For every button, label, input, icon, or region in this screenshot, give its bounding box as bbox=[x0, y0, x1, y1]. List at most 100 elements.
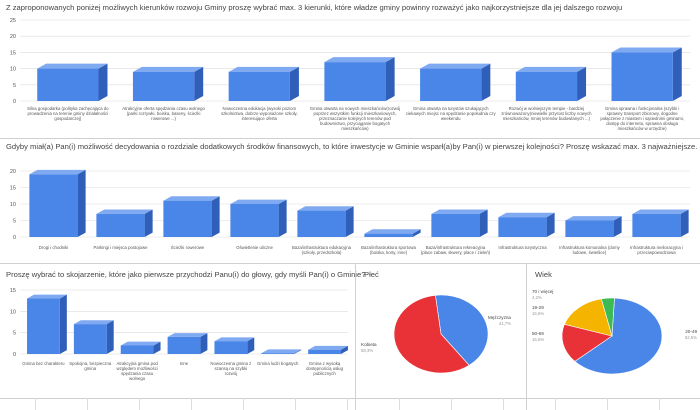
bar-front bbox=[431, 213, 480, 237]
slice-label: 19-29 bbox=[532, 305, 544, 310]
bar-side bbox=[153, 341, 161, 354]
bar-top bbox=[565, 216, 622, 221]
category-label-line: Atrakcyjne oferta spędzania czasu wolneg… bbox=[122, 106, 205, 111]
category-label-line: spędzania czasu bbox=[121, 371, 154, 376]
category-label-line: (szkoły, przedszkola) bbox=[302, 250, 342, 255]
slice-label: Mężczyzna bbox=[488, 315, 511, 320]
bar bbox=[230, 199, 287, 237]
category-label-line: mieszkańców) bbox=[341, 126, 369, 131]
category-label: Nowoczesna edukacja (wysoki poziom szkoln… bbox=[221, 106, 298, 121]
bar bbox=[324, 57, 395, 101]
pie-slice bbox=[564, 298, 613, 337]
category-label: Rozwój w wolniejszym tempie - bardziej zr… bbox=[501, 106, 592, 121]
bar-front bbox=[308, 349, 341, 354]
category-label-line: Baza/infrastruktura edukacyjna bbox=[292, 245, 352, 250]
category-label-line: szansą na szybki bbox=[214, 366, 247, 371]
bar-top bbox=[261, 349, 302, 354]
bar-front bbox=[228, 71, 290, 101]
y-tick-label: 5 bbox=[13, 219, 16, 225]
category-label-line: Ścieżki rowerowe bbox=[171, 245, 205, 250]
bar bbox=[73, 320, 114, 354]
category-label: Parkingi i miejsca postojowe bbox=[94, 245, 149, 250]
category-label-line: wolnego bbox=[129, 376, 146, 381]
bar-front bbox=[132, 71, 195, 101]
y-tick-label: 15 bbox=[10, 186, 16, 192]
category-label-line: Silna gospodarka (polityka zachęcająca d… bbox=[27, 106, 109, 111]
category-label-line: Nowoczesna edukacja (wysoki poziom bbox=[223, 106, 297, 111]
chart-panel-age: Wiek 20-49 62,5% 50-69 16,6% 19-29 16,6% 70 i … bbox=[527, 264, 700, 398]
category-label-line: Rozwój w wolniejszym tempie - bardziej bbox=[509, 106, 585, 111]
bar-side bbox=[613, 216, 622, 237]
bar-front bbox=[420, 68, 482, 101]
bar-top bbox=[364, 229, 421, 234]
category-label-line: Nowoczesna gmina z bbox=[210, 361, 251, 366]
bar-top bbox=[308, 345, 348, 350]
bar-front bbox=[565, 220, 614, 237]
category-label-line: przeznaczanie kolejnych terenów pod bbox=[319, 116, 391, 121]
divider bbox=[355, 264, 356, 410]
grid-column-line bbox=[347, 398, 348, 410]
chart-panel-investments: Gdyby miał(a) Pan(i) możliwość decydowan… bbox=[0, 139, 700, 263]
chart-title: Z zaproponowanych poniżej możliwych kier… bbox=[6, 3, 623, 12]
chart-panel-associations: Proszę wybrać to skojarzenie, które jako… bbox=[0, 264, 365, 398]
bar bbox=[163, 196, 220, 237]
category-label: Gmina otwarta na nowych mieszkańców(rozw… bbox=[310, 106, 401, 131]
bar-front bbox=[261, 353, 295, 354]
category-label-line: przeciwpowodziowa bbox=[637, 250, 676, 255]
category-label: Gmina otwarta na turystów szukających cie… bbox=[406, 106, 497, 121]
grid-column-line bbox=[295, 398, 296, 410]
bar-chart-investments: 0 5 10 15 20 Drogi i chodniki Parkingi i miejs… bbox=[10, 169, 690, 255]
slice-percent: 16,6% bbox=[532, 311, 544, 316]
category-label-line: interesujące oferta bbox=[242, 116, 278, 121]
category-label-line: szkolnictwa, dobrze wyposażone szkoły, bbox=[221, 111, 298, 116]
bar-top bbox=[498, 212, 555, 218]
bar-front bbox=[167, 336, 201, 354]
bar-top bbox=[73, 320, 114, 325]
bar-top bbox=[515, 66, 587, 72]
y-tick-label: 0 bbox=[13, 235, 16, 241]
category-label-line: mieszkańców w urzędzie) bbox=[618, 126, 668, 131]
bar-top bbox=[230, 199, 287, 204]
category-label-line: ludowe, świetlice) bbox=[573, 250, 607, 255]
grid-column-line bbox=[191, 398, 192, 410]
category-label-line: poprzez wszystkim funkcji mieszkaniowych… bbox=[313, 111, 396, 116]
bar-chart-directions: 0 5 10 15 20 25 Silna gospodarka (polityka zac… bbox=[10, 18, 690, 131]
chart-title: Płeć bbox=[364, 270, 379, 279]
bar-side bbox=[98, 63, 108, 101]
bar-side bbox=[546, 212, 555, 237]
bar-side bbox=[345, 206, 354, 237]
category-label-line: względem możliwości bbox=[116, 366, 157, 371]
bar-side bbox=[77, 169, 86, 237]
y-tick-label: 15 bbox=[10, 50, 16, 56]
category-label-line: Gmina ludzi bogatych bbox=[257, 361, 299, 366]
bar-side bbox=[479, 209, 488, 237]
bar-top bbox=[167, 333, 208, 337]
category-label-line: weekendu bbox=[441, 116, 461, 121]
bar-side bbox=[340, 345, 348, 354]
category-label-line: sprawny transport zbiorowy, dogodne bbox=[607, 111, 679, 116]
bar bbox=[167, 333, 208, 354]
pie-slice bbox=[393, 294, 470, 374]
chart-title: Gdyby miał(a) Pan(i) możliwość decydowan… bbox=[6, 142, 698, 151]
category-label-line: mieszkańców, mniej terenów budowlanych .… bbox=[503, 116, 591, 121]
grid-column-line bbox=[243, 398, 244, 410]
category-label-line: dostępnością usług bbox=[306, 366, 343, 371]
category-label: Drogi i chodniki bbox=[39, 245, 68, 250]
bar-side bbox=[672, 47, 682, 101]
grid-column-line bbox=[87, 398, 88, 410]
grid-column-line bbox=[659, 398, 660, 410]
bar bbox=[29, 169, 86, 237]
bar-side bbox=[106, 320, 114, 354]
category-label-line: Oświetlenie uliczne bbox=[236, 245, 273, 250]
category-label-line: gospodarczej) bbox=[54, 116, 82, 121]
category-label: Silna gospodarka (polityka zachęcająca d… bbox=[27, 106, 109, 121]
y-tick-label: 15 bbox=[10, 288, 16, 294]
bar-top bbox=[632, 209, 689, 214]
bar bbox=[611, 47, 682, 101]
category-label-line: Parkingi i miejsca postojowe bbox=[94, 245, 149, 250]
divider bbox=[0, 138, 700, 139]
category-label-line: Gmina bez charakteru bbox=[22, 361, 65, 366]
category-label-line: Inne bbox=[180, 361, 189, 366]
category-label-line: Infrastruktura turystyczna bbox=[498, 245, 547, 250]
